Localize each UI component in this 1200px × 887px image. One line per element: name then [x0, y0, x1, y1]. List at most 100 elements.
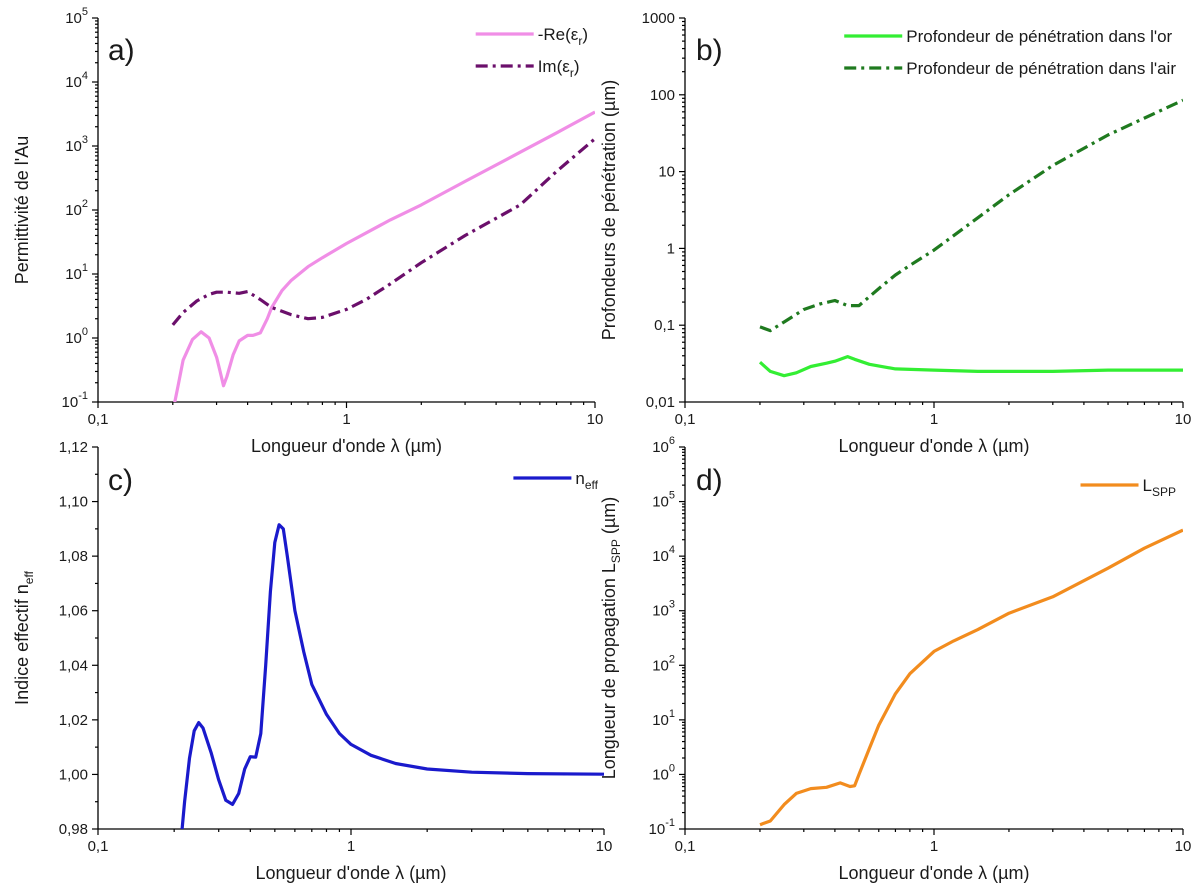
y-axis-title-sub: SPP: [609, 539, 623, 563]
legend-label: -Re(εr): [538, 25, 588, 48]
legend-label-sub: r: [578, 34, 582, 48]
y-tick-text: 0,01: [646, 394, 675, 411]
y-tick-label: 101: [652, 708, 675, 729]
y-tick-base: 10: [652, 766, 669, 783]
x-tick-label: 1: [347, 838, 355, 855]
y-tick-text: 0,1: [654, 317, 675, 334]
y-tick-exponent: 4: [669, 544, 675, 556]
panel-letter: b): [696, 34, 723, 67]
y-tick-label: 1,02: [59, 712, 88, 729]
y-tick-text: 1,02: [59, 712, 88, 729]
legend-label-tail: ): [582, 25, 588, 44]
y-axis-title-main: Indice effectif n: [12, 584, 32, 705]
x-axis-title: Longueur d'onde λ (µm): [839, 863, 1030, 883]
series-line-0: [759, 528, 1183, 827]
panel-letter: c): [108, 464, 133, 497]
x-tick-label: 1: [342, 411, 350, 428]
y-tick-base: 10: [652, 548, 669, 565]
y-tick-label: 105: [652, 490, 675, 511]
y-tick-label: 1,04: [59, 657, 88, 674]
y-tick-base: 10: [652, 712, 669, 729]
y-tick-text: 1000: [642, 10, 675, 27]
legend-label: Im(εr): [538, 57, 580, 80]
y-tick-text: 1,04: [59, 657, 88, 674]
y-tick-text: 0,98: [59, 821, 88, 838]
y-tick-base: 10: [649, 821, 666, 838]
y-tick-text: 10: [658, 164, 675, 181]
y-tick-exponent: 1: [82, 262, 88, 274]
x-tick-label: 10: [1175, 411, 1192, 428]
y-axis-title: Profondeurs de pénétration (µm): [599, 80, 619, 341]
x-tick-label: 10: [587, 411, 604, 428]
y-tick-text: 1,08: [59, 548, 88, 565]
y-tick-exponent: 6: [669, 435, 675, 447]
series-line-0: [173, 110, 595, 402]
y-tick-label: 102: [652, 653, 675, 674]
y-axis-title-tail: (µm): [599, 497, 619, 539]
y-tick-exponent: 1: [669, 708, 675, 720]
legend-label: LSPP: [1143, 476, 1176, 499]
y-tick-label: 100: [65, 326, 88, 347]
legend-label-main: Profondeur de pénétration dans l'or: [906, 27, 1172, 46]
y-tick-base: 10: [65, 266, 82, 283]
y-tick-base: 10: [652, 657, 669, 674]
y-tick-label: 1,06: [59, 603, 88, 620]
y-tick-exponent: 0: [82, 326, 88, 338]
legend-label: neff: [575, 469, 598, 492]
x-tick-label: 0,1: [88, 411, 109, 428]
y-tick-base: 10: [652, 603, 669, 620]
y-tick-exponent: 2: [82, 198, 88, 210]
y-axis-title: Longueur de propagation LSPP (µm): [599, 497, 623, 780]
legend-label-main: n: [575, 469, 584, 488]
x-axis-title: Longueur d'onde λ (µm): [839, 436, 1030, 456]
legend-label-main: L: [1143, 476, 1152, 495]
x-tick-label: 10: [596, 838, 613, 855]
y-tick-base: 10: [65, 10, 82, 27]
y-tick-label: 106: [652, 435, 675, 456]
y-tick-label: 101: [65, 262, 88, 283]
legend-label-sub: SPP: [1152, 485, 1176, 499]
y-tick-base: 10: [65, 202, 82, 219]
y-tick-exponent: -1: [665, 817, 675, 829]
x-axis-title: Longueur d'onde λ (µm): [251, 436, 442, 456]
y-tick-exponent: 3: [669, 599, 675, 611]
legend-label-main: -Re(ε: [538, 25, 579, 44]
y-tick-base: 10: [652, 439, 669, 456]
y-tick-base: 10: [65, 330, 82, 347]
x-tick-label: 10: [1175, 838, 1192, 855]
y-tick-label: 0,01: [646, 394, 675, 411]
legend-label-sub: eff: [585, 478, 599, 492]
y-tick-label: 0,1: [654, 317, 675, 334]
y-tick-base: 10: [652, 494, 669, 511]
chart-panel-d: 0,1 1 1010-1100101102103104105106Longueur …: [599, 435, 1191, 883]
y-tick-label: 1,00: [59, 766, 88, 783]
y-tick-label: 0,98: [59, 821, 88, 838]
y-tick-label: 10-1: [62, 390, 88, 411]
x-tick-label: 1: [930, 411, 938, 428]
legend-label-sub: r: [570, 66, 574, 80]
y-tick-base: 10: [62, 394, 79, 411]
legend-label: Profondeur de pénétration dans l'or: [906, 27, 1172, 46]
y-tick-text: 1,12: [59, 439, 88, 456]
legend-label-main: Im(ε: [538, 57, 571, 76]
x-tick-label: 0,1: [675, 411, 696, 428]
y-tick-text: 1,00: [59, 766, 88, 783]
legend-label-main: Profondeur de pénétration dans l'air: [906, 59, 1176, 78]
y-tick-exponent: 3: [82, 134, 88, 146]
y-tick-label: 104: [652, 544, 675, 565]
legend-label-tail: ): [574, 57, 580, 76]
y-tick-label: 100: [652, 762, 675, 783]
y-tick-exponent: 5: [669, 490, 675, 502]
series-line-1: [759, 98, 1183, 333]
y-tick-exponent: 5: [82, 6, 88, 18]
y-tick-label: 100: [650, 87, 675, 104]
y-tick-exponent: -1: [78, 390, 88, 402]
y-axis-title: Indice effectif neff: [12, 570, 36, 705]
x-tick-label: 0,1: [675, 838, 696, 855]
y-tick-label: 1: [667, 240, 675, 257]
y-tick-label: 1,12: [59, 439, 88, 456]
x-axis-title: Longueur d'onde λ (µm): [256, 863, 447, 883]
legend-label: Profondeur de pénétration dans l'air: [906, 59, 1176, 78]
